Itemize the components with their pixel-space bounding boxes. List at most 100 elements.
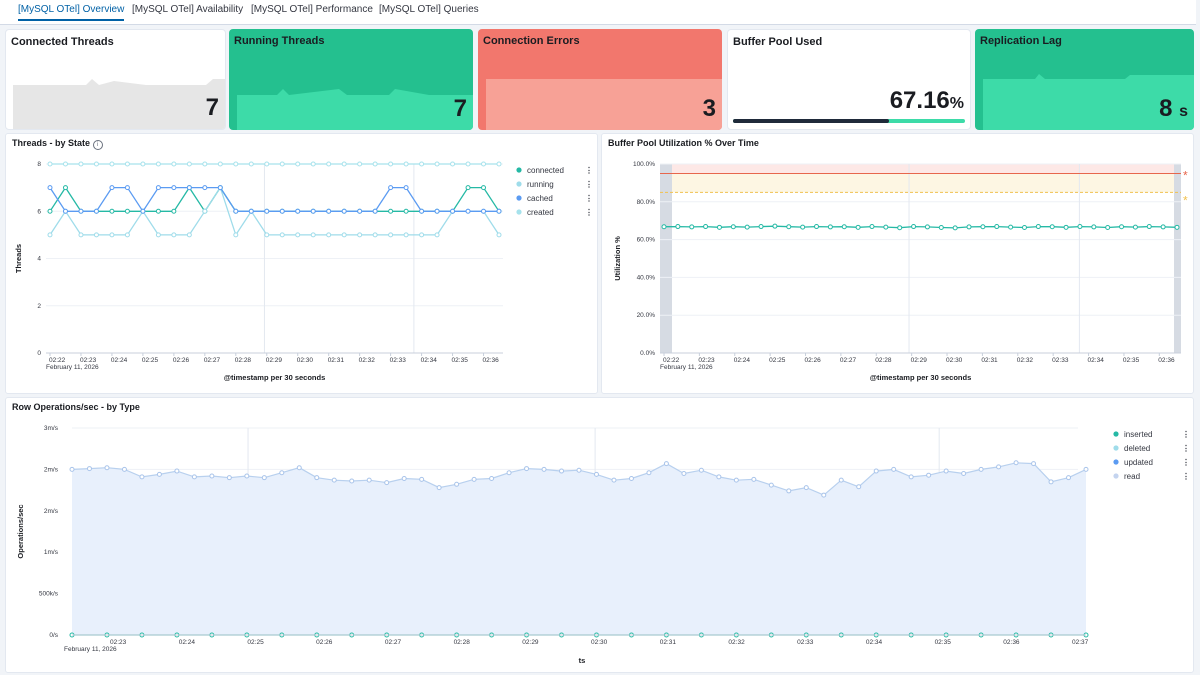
x-tick-label: 02:36 bbox=[483, 357, 500, 364]
y-tick-label: 6 bbox=[37, 208, 41, 215]
buffer-utilization-chart: 0.0% 20.0% 40.0% 60.0% 80.0% 100.0% 02:22 02:23… bbox=[613, 161, 1188, 382]
data-point-utilization bbox=[1035, 224, 1041, 230]
y-tick-label: 8 bbox=[37, 161, 41, 168]
y-axis-title: Utilization % bbox=[613, 236, 622, 281]
data-point-running bbox=[47, 232, 53, 238]
data-point-read bbox=[856, 484, 862, 490]
series-line-running bbox=[49, 186, 500, 237]
data-point-running bbox=[496, 232, 502, 238]
data-point-cached bbox=[295, 208, 301, 214]
x-tick-label: 02:29 bbox=[522, 639, 539, 646]
data-point-utilization bbox=[1049, 224, 1055, 230]
data-point-cached bbox=[326, 208, 332, 214]
data-point-read bbox=[698, 467, 704, 473]
date-label: February 11, 2026 bbox=[64, 646, 117, 653]
data-point-utilization bbox=[1063, 224, 1069, 230]
buffer-chart-title: Buffer Pool Utilization % Over Time bbox=[608, 138, 759, 148]
y-tick-label: 0.0% bbox=[640, 350, 655, 357]
y-axis-title: Operations/sec bbox=[16, 504, 25, 558]
data-point-cached bbox=[109, 185, 115, 191]
data-point-cached bbox=[357, 208, 363, 214]
series-line-utilization bbox=[663, 225, 1178, 229]
data-point-read bbox=[681, 471, 687, 477]
data-point-created bbox=[465, 161, 471, 167]
running-threads-title: Running Threads bbox=[234, 35, 325, 47]
data-point-read bbox=[1083, 466, 1089, 472]
x-tick-label: 02:25 bbox=[769, 357, 786, 364]
x-tick-label: 02:23 bbox=[110, 639, 127, 646]
data-point-read bbox=[803, 485, 809, 491]
series-line-connected bbox=[49, 186, 500, 213]
data-point-read bbox=[908, 474, 914, 480]
data-point-connected bbox=[62, 185, 68, 191]
x-tick-label: 02:25 bbox=[142, 357, 159, 364]
data-point-cached bbox=[217, 185, 223, 191]
data-point-read bbox=[559, 468, 565, 474]
data-point-read bbox=[996, 464, 1002, 470]
data-point-created bbox=[217, 161, 223, 167]
x-tick-label: 02:34 bbox=[1088, 357, 1105, 364]
data-point-running bbox=[403, 232, 409, 238]
data-point-read bbox=[226, 475, 232, 481]
y-tick-label: 40.0% bbox=[637, 274, 656, 281]
x-tick-label: 02:30 bbox=[946, 357, 963, 364]
critical-band bbox=[660, 164, 1181, 174]
x-tick-label: 02:30 bbox=[591, 639, 608, 646]
data-point-read bbox=[104, 465, 110, 471]
data-point-read bbox=[891, 466, 897, 472]
tab-queries[interactable]: [MySQL OTel] Queries bbox=[379, 4, 479, 15]
x-tick-label: 02:26 bbox=[173, 357, 190, 364]
x-tick-label: 02:31 bbox=[328, 357, 345, 364]
tab-performance[interactable]: [MySQL OTel] Performance bbox=[251, 4, 373, 15]
data-point-running bbox=[326, 232, 332, 238]
data-point-read bbox=[751, 476, 757, 482]
x-tick-label: 02:27 bbox=[204, 357, 221, 364]
data-point-read bbox=[541, 466, 547, 472]
data-point-read bbox=[628, 476, 634, 482]
data-point-cached bbox=[47, 185, 53, 191]
info-icon[interactable]: i bbox=[92, 140, 103, 150]
x-tick-label: 02:33 bbox=[797, 639, 814, 646]
x-tick-label: 02:24 bbox=[111, 357, 128, 364]
data-point-read bbox=[454, 481, 460, 487]
y-tick-label: 20.0% bbox=[637, 312, 656, 319]
x-tick-label: 02:37 bbox=[1072, 639, 1089, 646]
x-tick-label: 02:27 bbox=[385, 639, 402, 646]
data-point-read bbox=[174, 468, 180, 474]
data-point-utilization bbox=[1174, 224, 1180, 230]
data-point-cached bbox=[171, 185, 177, 191]
threads-by-state-panel: Threads - by State i 0 2 4 6 8 02:22 02:23 02:2… bbox=[5, 133, 598, 394]
x-tick-label: 02:29 bbox=[911, 357, 928, 364]
data-point-running bbox=[419, 232, 425, 238]
y-tick-label: 0 bbox=[37, 350, 41, 357]
data-point-read bbox=[314, 475, 320, 481]
data-point-read bbox=[576, 467, 582, 473]
tab-overview[interactable]: [MySQL OTel] Overview bbox=[18, 4, 125, 21]
data-point-read bbox=[593, 471, 599, 477]
data-point-running bbox=[434, 232, 440, 238]
data-point-created bbox=[295, 161, 301, 167]
buffer-pool-used-title: Buffer Pool Used bbox=[733, 36, 823, 48]
tab-availability[interactable]: [MySQL OTel] Availability bbox=[132, 4, 244, 15]
date-label: February 11, 2026 bbox=[660, 364, 713, 371]
data-point-utilization bbox=[1132, 224, 1138, 230]
data-point-utilization bbox=[883, 224, 889, 230]
data-point-utilization bbox=[869, 224, 875, 230]
buffer-pool-progress-fill bbox=[733, 119, 889, 123]
data-point-cached bbox=[78, 208, 84, 214]
data-point-utilization bbox=[814, 224, 820, 230]
data-point-running bbox=[78, 232, 84, 238]
data-point-read bbox=[786, 488, 792, 494]
legend-swatch-updated bbox=[1113, 459, 1119, 465]
data-point-read bbox=[821, 492, 827, 498]
data-point-cached bbox=[279, 208, 285, 214]
data-point-running bbox=[171, 232, 177, 238]
connected-threads-title: Connected Threads bbox=[11, 36, 114, 48]
series-area-read bbox=[72, 462, 1086, 635]
data-point-utilization bbox=[924, 224, 930, 230]
y-tick-label: 0/s bbox=[49, 632, 58, 639]
x-axis-title: @timestamp per 30 seconds bbox=[224, 373, 326, 382]
data-point-read bbox=[419, 476, 425, 482]
data-point-created bbox=[341, 161, 347, 167]
data-point-cached bbox=[450, 208, 456, 214]
